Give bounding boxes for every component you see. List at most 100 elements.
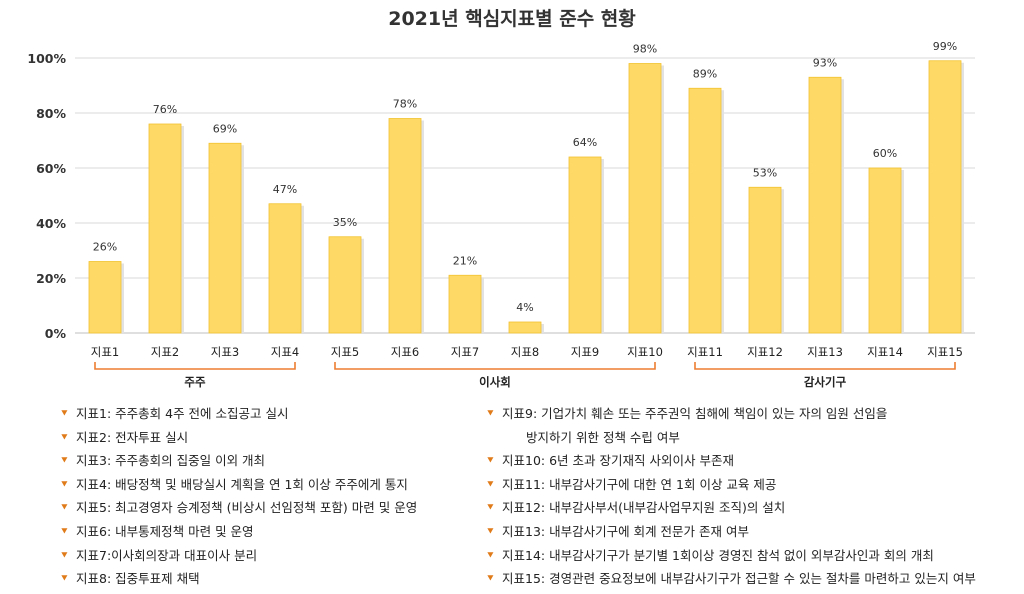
legend-text: 지표1: 주주총회 4주 전에 소집공고 실시 [76, 406, 289, 421]
legend-text: 지표3: 주주총회의 집중일 이외 개최 [76, 453, 266, 469]
value-label: 21% [453, 254, 477, 267]
legend-text: 지표4: 배당정책 및 배당실시 계획을 연 1회 이상 주주에게 통지 [76, 476, 408, 492]
bar-지표12 [748, 186, 782, 334]
legend-item: ⯆ 지표13: 내부감사기구에 회계 전문가 존재 여부 [486, 520, 1022, 544]
value-label: 89% [693, 67, 717, 80]
legend-text: 지표14: 내부감사기구가 분기별 1회이상 경영진 참석 없이 외부감사인과 … [502, 547, 934, 563]
value-label: 76% [153, 103, 177, 116]
legend-item: ⯆ 지표1: 주주총회 4주 전에 소집공고 실시 [60, 402, 470, 426]
legend-right: ⯆ 지표9: 기업가치 훼손 또는 주주권익 침해에 책임이 있는 자의 임원 선… [486, 402, 1022, 591]
y-tick-label: 80% [36, 106, 66, 121]
legend-text: 지표12: 내부감사부서(내부감사업무지원 조직)의 설치 [502, 500, 786, 516]
bar-지표14 [868, 167, 902, 334]
chevron-down-icon: ⯆ [486, 407, 495, 420]
legend-text: 지표15: 경영관련 중요정보에 내부감사기구가 접근할 수 있는 절차를 마련… [502, 571, 976, 587]
legend-text: 지표10: 6년 초과 장기재직 사외이사 부존재 [502, 453, 734, 469]
value-label: 26% [93, 241, 117, 254]
legend-text: 지표11: 내부감사기구에 대한 연 1회 이상 교육 제공 [502, 476, 777, 492]
chevron-down-icon: ⯆ [60, 407, 69, 420]
legend-item: ⯆ 지표12: 내부감사부서(내부감사업무지원 조직)의 설치 [486, 496, 1022, 520]
chevron-down-icon: ⯆ [486, 548, 495, 562]
chevron-down-icon: ⯆ [486, 524, 495, 538]
group-label: 감사기구 [804, 375, 847, 389]
legend-text: 지표6: 내부통제정책 마련 및 운영 [76, 523, 254, 539]
value-label: 35% [333, 216, 357, 229]
chevron-down-icon: ⯆ [60, 548, 69, 562]
x-tick-label: 지표4 [271, 345, 299, 359]
chevron-down-icon: ⯆ [60, 524, 69, 538]
legend-item: ⯆ 지표14: 내부감사기구가 분기별 1회이상 경영진 참석 없이 외부감사인과… [486, 544, 1022, 568]
x-tick-label: 지표11 [687, 345, 723, 359]
bar-지표15 [928, 60, 962, 334]
value-label: 98% [633, 43, 657, 56]
group-bracket [334, 362, 656, 370]
x-tick-label: 지표5 [331, 345, 359, 359]
legend-text: 지표7:이사회의장과 대표이사 분리 [76, 547, 258, 563]
value-label: 78% [393, 98, 417, 111]
chevron-down-icon: ⯆ [60, 430, 69, 444]
x-tick-label: 지표12 [747, 345, 783, 359]
chart-title: 2021년 핵심지표별 준수 현황 [388, 7, 636, 30]
chevron-down-icon: ⯆ [486, 454, 495, 468]
bar-지표1 [88, 261, 122, 334]
bar-지표6 [388, 118, 422, 334]
x-tick-label: 지표13 [807, 345, 843, 359]
legend-item: ⯆ 지표7:이사회의장과 대표이사 분리 [60, 544, 470, 568]
value-label: 47% [273, 183, 297, 196]
legend-text: 지표9: 기업가치 훼손 또는 주주권익 침해에 책임이 있는 자의 임원 선임… [502, 406, 888, 421]
bar-지표3 [208, 142, 242, 334]
chevron-down-icon: ⯆ [486, 477, 495, 491]
bar-지표5 [328, 236, 362, 334]
value-label: 99% [933, 40, 957, 53]
chevron-down-icon: ⯆ [60, 572, 69, 586]
legend-item: ⯆ 지표8: 집중투표제 채택 [60, 567, 470, 591]
bar-지표10 [628, 63, 662, 334]
y-tick-label: 40% [36, 216, 66, 231]
chevron-down-icon: ⯆ [486, 572, 495, 586]
group-label: 주주 [184, 375, 206, 389]
legend-item: ⯆ 지표15: 경영관련 중요정보에 내부감사기구가 접근할 수 있는 절차를 마… [486, 567, 1022, 591]
chevron-down-icon: ⯆ [486, 501, 495, 515]
bar-지표11 [688, 87, 722, 334]
x-tick-label: 지표3 [211, 345, 239, 359]
legend-item: ⯆ 지표11: 내부감사기구에 대한 연 1회 이상 교육 제공 [486, 473, 1022, 497]
legend-text: 지표8: 집중투표제 채택 [76, 571, 200, 587]
y-tick-label: 100% [27, 51, 66, 66]
x-tick-label: 지표10 [627, 345, 663, 359]
legend-text: 지표5: 최고경영자 승계정책 (비상시 선임정책 포함) 마련 및 운영 [76, 500, 418, 516]
chevron-down-icon: ⯆ [60, 501, 69, 515]
x-tick-label: 지표1 [91, 345, 119, 359]
legend-item: ⯆ 지표3: 주주총회의 집중일 이외 개최 [60, 449, 470, 473]
value-label: 64% [573, 136, 597, 149]
legend-item: ⯆ 지표5: 최고경영자 승계정책 (비상시 선임정책 포함) 마련 및 운영 [60, 496, 470, 520]
x-tick-label: 지표2 [151, 345, 179, 359]
bar-지표2 [148, 123, 182, 334]
x-tick-label: 지표6 [391, 345, 419, 359]
value-label: 4% [516, 301, 533, 314]
bar-지표9 [568, 156, 602, 334]
bar-지표13 [808, 76, 842, 334]
x-tick-label: 지표9 [571, 345, 599, 359]
chevron-down-icon: ⯆ [60, 477, 69, 491]
legend-item: ⯆ 지표9: 기업가치 훼손 또는 주주권익 침해에 책임이 있는 자의 임원 선… [486, 402, 1022, 449]
bar-지표8 [508, 321, 542, 334]
group-label: 이사회 [479, 375, 511, 389]
legend-text-continued: 방지하기 위한 정책 수립 여부 [526, 429, 680, 445]
value-label: 53% [753, 166, 777, 179]
y-tick-label: 60% [36, 161, 66, 176]
value-label: 93% [813, 56, 837, 69]
legend-item: ⯆ 지표2: 전자투표 실시 [60, 426, 470, 450]
legend-item: ⯆ 지표4: 배당정책 및 배당실시 계획을 연 1회 이상 주주에게 통지 [60, 473, 470, 497]
y-tick-label: 0% [45, 326, 67, 341]
group-bracket [94, 362, 296, 370]
x-tick-label: 지표7 [451, 345, 479, 359]
bar-지표7 [448, 274, 482, 334]
bar-지표4 [268, 203, 302, 334]
value-label: 69% [213, 122, 237, 135]
legend-left: ⯆ 지표1: 주주총회 4주 전에 소집공고 실시 ⯆ 지표2: 전자투표 실시 ⯆ 지표… [60, 402, 470, 591]
y-tick-label: 20% [36, 271, 66, 286]
x-tick-label: 지표15 [927, 345, 963, 359]
bar-chart: 2021년 핵심지표별 준수 현황 0% 20% 40% 60% 80% 100% 26%… [27, 7, 975, 389]
group-bracket [694, 362, 956, 370]
x-tick-label: 지표8 [511, 345, 539, 359]
